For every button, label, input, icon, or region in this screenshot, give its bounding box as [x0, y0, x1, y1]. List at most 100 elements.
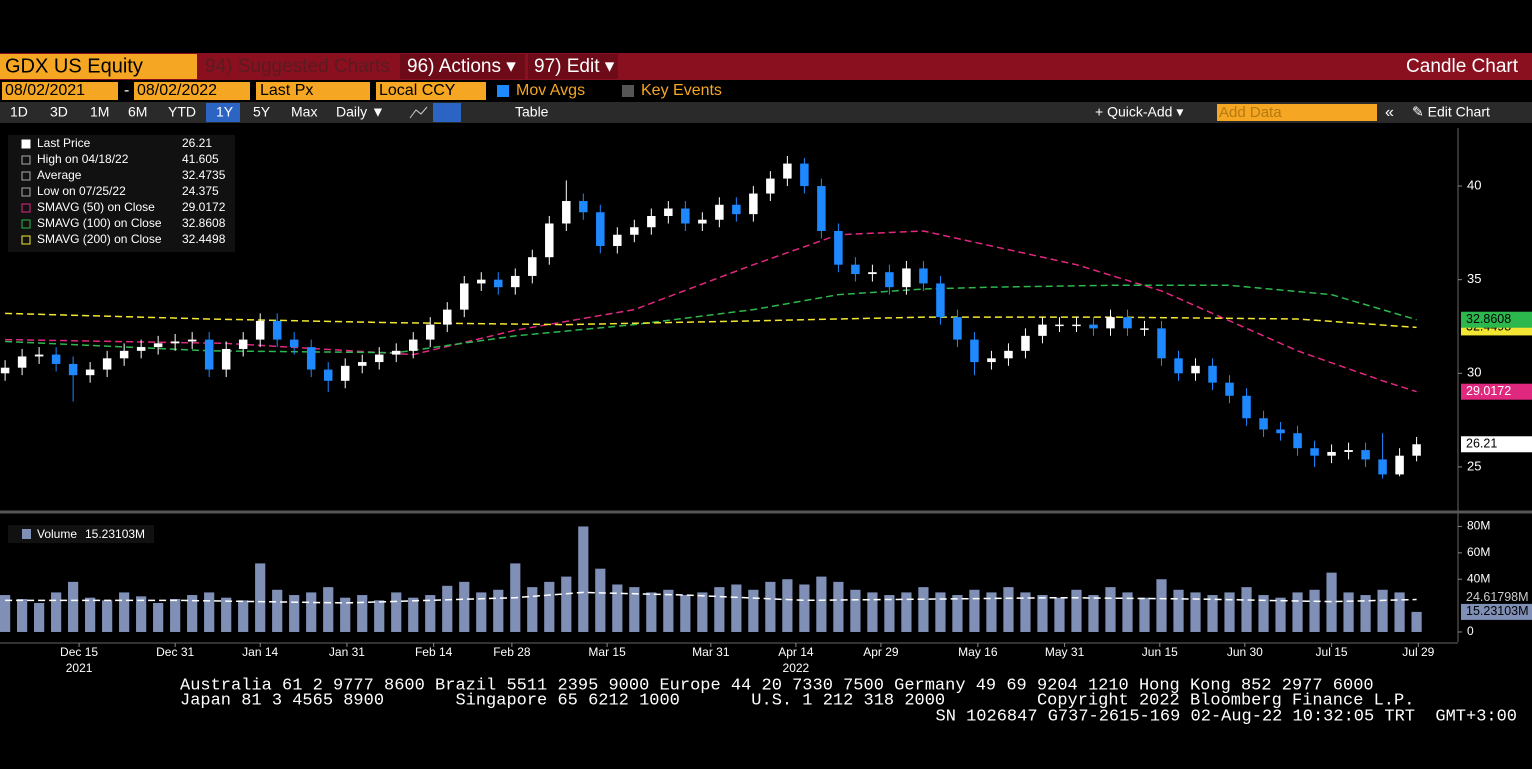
mov-avgs-checkbox[interactable]	[497, 85, 509, 97]
price-field-box[interactable]	[256, 82, 370, 100]
ticker-box[interactable]	[0, 54, 197, 79]
candle-body	[340, 365, 350, 381]
key-events-checkbox[interactable]	[622, 85, 634, 97]
mov-avgs[interactable]: Mov Avgs	[516, 82, 585, 99]
volume-bar	[833, 581, 844, 632]
volume-bar	[850, 589, 861, 632]
x-tick-label: Jul 15	[1316, 645, 1348, 659]
volume-bar	[748, 589, 759, 632]
actions[interactable]: 96) Actions ▾	[407, 56, 516, 77]
volume-bar	[595, 568, 606, 632]
line-icon[interactable]	[409, 106, 428, 119]
x-tick-label: Jan 31	[329, 645, 365, 659]
candle-body	[1412, 444, 1421, 456]
candle-body	[630, 227, 639, 235]
period-button[interactable]: YTD	[168, 104, 196, 120]
candle-body	[1259, 418, 1268, 430]
candle-body	[1174, 358, 1183, 374]
candle-body	[1395, 455, 1404, 475]
period-active[interactable]	[206, 103, 240, 122]
legend-value: 32.8608	[182, 216, 226, 230]
period-button[interactable]: Max	[291, 104, 317, 120]
period-button[interactable]: 5Y	[253, 104, 271, 120]
volume-bar	[442, 585, 453, 632]
candle-body	[766, 178, 775, 194]
candle-body	[647, 216, 656, 228]
candle-body	[255, 320, 265, 340]
volume-bar	[697, 592, 708, 632]
y-tick-label: 35	[1467, 271, 1481, 286]
candle-icon[interactable]	[433, 103, 461, 122]
x-tick-label: Apr 14	[778, 645, 814, 659]
volume-bar	[731, 584, 742, 632]
candle-body	[170, 341, 180, 344]
volume-bar	[119, 592, 130, 632]
quick-add[interactable]: + Quick-Add ▾	[1095, 104, 1183, 120]
collapse[interactable]: «	[1385, 104, 1394, 121]
start-date[interactable]: 08/02/2021	[5, 82, 85, 99]
suggested-charts[interactable]: 94) Suggested Charts	[205, 56, 390, 77]
ticker[interactable]: GDX US Equity	[5, 55, 143, 77]
legend-label: Average	[37, 168, 82, 182]
candle-body	[460, 283, 469, 310]
volume-bar	[816, 576, 827, 632]
candle-body	[698, 219, 707, 224]
candle-body	[1242, 395, 1251, 419]
volume-tick-label: 0	[1467, 624, 1474, 638]
volume-bar	[1292, 592, 1303, 632]
edit[interactable]: 97) Edit ▾	[534, 56, 615, 77]
volume-tick-label: 80M	[1467, 519, 1490, 533]
volume-bar	[935, 592, 946, 632]
volume-last-label: 15.23103M	[1466, 604, 1529, 618]
period-button[interactable]: 6M	[128, 104, 147, 120]
y-tick-label: 40	[1467, 177, 1481, 192]
key-events[interactable]: Key Events	[641, 82, 722, 99]
add-data-box[interactable]	[1217, 104, 1377, 121]
add-data[interactable]: Add Data	[1219, 104, 1282, 121]
y-tick-label: 30	[1467, 365, 1481, 380]
candle-body	[970, 339, 979, 363]
candle-body	[1004, 350, 1013, 359]
volume-bar	[1275, 597, 1286, 632]
volume-bar	[34, 602, 45, 632]
period-button[interactable]: 1Y	[216, 104, 234, 120]
candle-body	[153, 343, 163, 348]
edit-chart[interactable]: ✎ Edit Chart	[1412, 104, 1490, 120]
volume-bar	[1173, 589, 1184, 632]
period-button[interactable]: 1D	[10, 104, 28, 120]
candle-body	[596, 212, 605, 246]
end-date-box[interactable]	[134, 82, 250, 100]
volume-bar	[1343, 592, 1354, 632]
end-date[interactable]: 08/02/2022	[137, 82, 217, 99]
ma50-last-label-box	[1461, 383, 1532, 400]
currency-box[interactable]	[376, 82, 486, 100]
edit-button[interactable]	[528, 54, 618, 79]
legend-label: Last Price	[37, 136, 91, 150]
legend-swatch	[21, 219, 31, 229]
legend-swatch	[21, 155, 31, 165]
start-date-box[interactable]	[2, 82, 118, 100]
volume-bar	[799, 584, 810, 632]
volume-tick-label: 40M	[1467, 571, 1490, 585]
volume-bar	[646, 592, 657, 632]
period-button[interactable]: 1M	[90, 104, 109, 120]
period-button[interactable]: 3D	[50, 104, 68, 120]
volume-bar	[578, 526, 589, 632]
frequency[interactable]: Daily ▼	[336, 104, 385, 120]
x-tick-label: Feb 28	[493, 645, 531, 659]
volume-bar	[255, 563, 266, 632]
volume-bar	[340, 597, 351, 632]
volume-bar	[1037, 595, 1048, 632]
legend-swatch	[21, 139, 31, 149]
price-field[interactable]: Last Px	[260, 82, 313, 99]
candle-body	[1140, 328, 1149, 330]
legend-panel	[8, 135, 235, 252]
x-tick-label: Mar 15	[588, 645, 626, 659]
table[interactable]: Table	[515, 104, 549, 120]
x-tick-label: May 16	[958, 645, 998, 659]
currency[interactable]: Local CCY	[379, 82, 456, 99]
actions-button[interactable]	[400, 54, 525, 79]
candle-body	[477, 279, 486, 284]
volume-bar	[1377, 589, 1388, 632]
candle-body	[0, 367, 10, 374]
